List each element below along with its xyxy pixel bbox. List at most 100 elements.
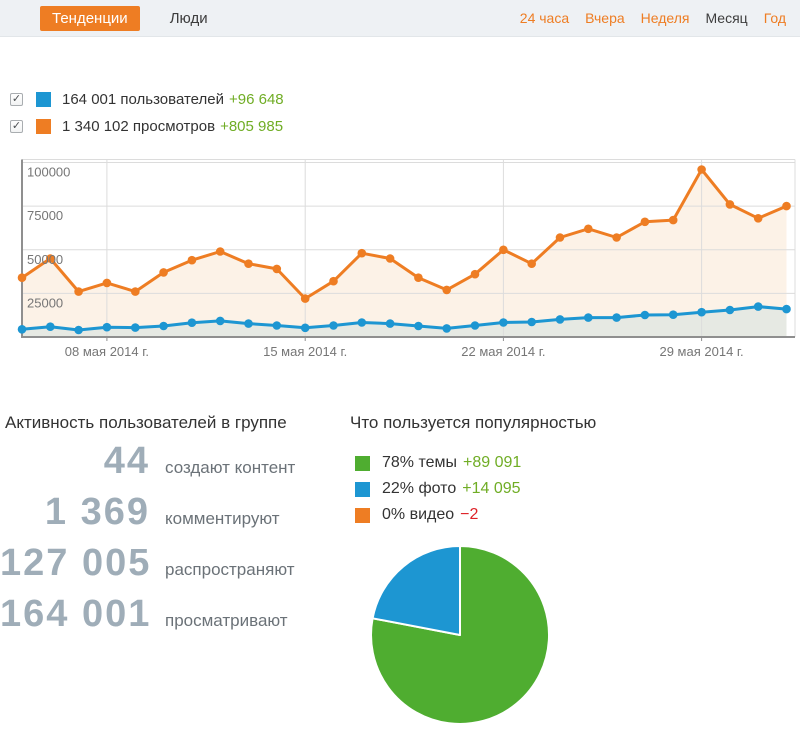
data-point — [753, 302, 763, 311]
popularity-pie-chart — [370, 545, 551, 725]
svg-text:29 мая 2014 г.: 29 мая 2014 г. — [659, 344, 743, 359]
data-point — [470, 269, 480, 279]
pie-slice-фото — [371, 545, 461, 636]
views-legend-label: 1 340 102 просмотров — [62, 118, 216, 135]
data-point — [527, 259, 536, 268]
data-point — [753, 214, 763, 223]
popularity-title: Что пользуется популярностью — [350, 413, 597, 432]
users-legend-label: 164 001 пользователей — [62, 91, 224, 108]
line-пользователей — [21, 305, 787, 332]
videos-label: 0% видео — [382, 506, 455, 523]
tab-people[interactable]: Люди — [169, 9, 208, 27]
data-point — [131, 287, 140, 296]
svg-text:15 мая 2014 г.: 15 мая 2014 г. — [263, 344, 347, 359]
y-axis-labels: 25000 50000 75000 100000 — [27, 165, 70, 311]
data-point — [17, 273, 27, 282]
stat-value-share: 127 005 — [0, 542, 152, 584]
data-point — [159, 268, 168, 277]
x-axis-labels: 08 мая 2014 г. 15 мая 2014 г. 22 мая 2014 … — [65, 344, 744, 359]
data-point — [74, 287, 83, 296]
stat-label-comment: комментируют — [165, 509, 280, 528]
data-point — [17, 325, 27, 334]
data-point — [244, 319, 253, 328]
time-range-group: 24 часа Вчера Неделя Месяц Год — [520, 10, 786, 26]
range-24h[interactable]: 24 часа — [519, 10, 570, 26]
data-point — [102, 322, 112, 332]
stat-row-create: 44 создают контент — [0, 440, 335, 491]
tab-group: Тенденции Люди — [40, 5, 220, 31]
views-checkbox[interactable]: ✓ — [10, 120, 23, 133]
range-month[interactable]: Месяц — [705, 10, 748, 26]
popularity-section: Что пользуется популярностью 78% темы +8… — [345, 400, 800, 754]
data-point — [215, 316, 225, 326]
data-point — [272, 321, 282, 330]
data-point — [329, 276, 338, 286]
svg-text:08 мая 2014 г.: 08 мая 2014 г. — [65, 344, 149, 359]
topics-color-swatch — [355, 455, 370, 471]
users-checkbox[interactable]: ✓ — [10, 93, 23, 106]
data-point — [357, 248, 367, 258]
data-point — [782, 201, 791, 211]
activity-title: Активность пользователей в группе — [5, 413, 287, 432]
area-fill-просмотров — [22, 169, 787, 337]
data-point — [470, 321, 480, 330]
data-point — [697, 165, 706, 174]
markers-пользователей — [17, 302, 791, 335]
stat-value-create: 44 — [103, 440, 150, 482]
range-year[interactable]: Год — [763, 10, 786, 26]
stat-row-share: 127 005 распространяют — [0, 542, 335, 593]
videos-delta: −2 — [460, 506, 479, 523]
data-point — [357, 318, 367, 327]
data-point — [159, 321, 168, 331]
data-point — [668, 215, 678, 225]
stat-value-view: 164 001 — [0, 593, 152, 635]
data-point — [612, 313, 621, 322]
data-point — [782, 304, 791, 314]
data-point — [612, 233, 621, 242]
data-point — [725, 200, 735, 209]
users-legend-delta: +96 648 — [228, 91, 284, 108]
data-point — [725, 305, 735, 315]
pie-legend: 78% темы +89 091 22% фото +14 095 0% вид… — [355, 450, 521, 528]
stat-row-comment: 1 369 комментируют — [0, 491, 335, 542]
stat-value-comment: 1 369 — [44, 491, 150, 533]
svg-text:50000: 50000 — [27, 252, 63, 267]
series-legend: ✓ 164 001 пользователей +96 648 ✓ 1 340 … — [10, 86, 284, 140]
data-point — [46, 254, 55, 263]
data-point — [300, 323, 310, 333]
range-week[interactable]: Неделя — [640, 10, 690, 26]
users-color-swatch — [36, 92, 51, 107]
data-point — [329, 321, 338, 330]
activity-stats: 44 создают контент 1 369 комментируют 12… — [0, 440, 335, 644]
topics-delta: +89 091 — [463, 454, 522, 471]
range-yesterday[interactable]: Вчера — [585, 10, 625, 26]
svg-text:75000: 75000 — [27, 208, 63, 223]
data-point — [499, 318, 508, 327]
topics-label: 78% темы — [382, 454, 458, 471]
tab-trends[interactable]: Тенденции — [40, 5, 140, 31]
data-point — [555, 315, 565, 324]
data-point — [187, 255, 197, 265]
data-point — [584, 224, 593, 234]
svg-text:100000: 100000 — [27, 165, 70, 180]
data-point — [74, 325, 83, 335]
videos-color-swatch — [355, 507, 370, 523]
data-point — [442, 285, 452, 295]
data-point — [414, 273, 423, 282]
data-point — [555, 233, 565, 242]
data-point — [584, 313, 593, 322]
trends-line-chart: 25000 50000 75000 100000 08 мая 2014 г. 15 ма… — [17, 159, 796, 359]
data-point — [668, 310, 678, 319]
data-point — [46, 322, 55, 331]
data-point — [640, 217, 650, 227]
svg-text:25000: 25000 — [27, 295, 63, 310]
data-point — [697, 307, 706, 317]
data-point — [499, 245, 508, 255]
data-point — [300, 294, 310, 303]
photos-label: 22% фото — [382, 480, 457, 497]
data-point — [414, 321, 423, 331]
data-point — [385, 319, 395, 328]
pie-legend-row-topics: 78% темы +89 091 — [355, 450, 521, 476]
data-point — [385, 254, 395, 263]
data-point — [215, 247, 225, 256]
